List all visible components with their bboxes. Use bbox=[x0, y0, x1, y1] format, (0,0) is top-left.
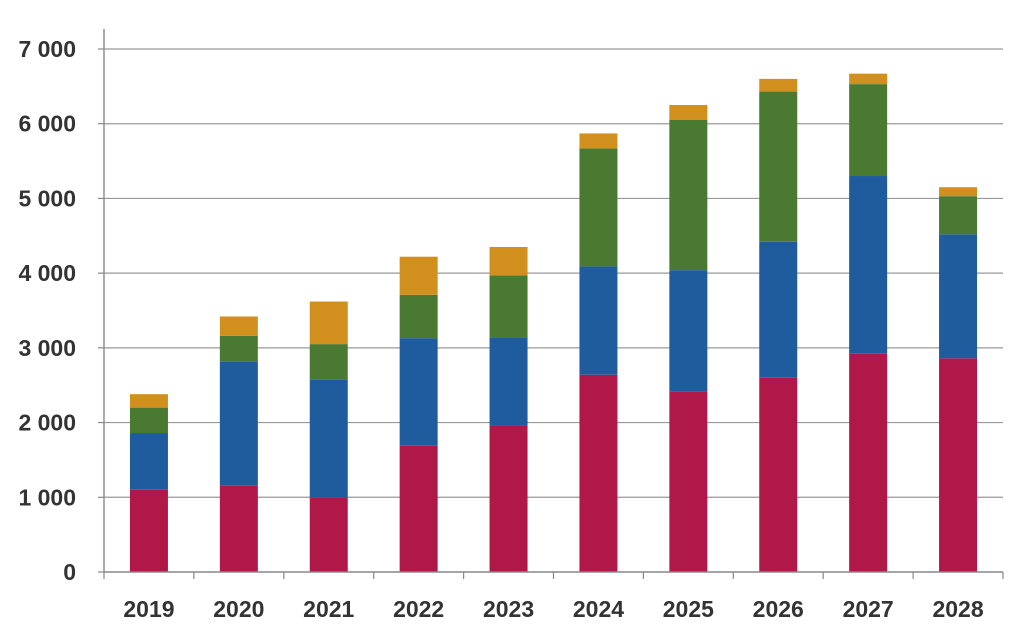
bar-segment-2023-series-4 bbox=[489, 246, 528, 276]
bar-segment-2021-series-2 bbox=[309, 379, 348, 498]
bar-segment-2020-series-1 bbox=[219, 485, 258, 572]
bar-segment-2021-series-4 bbox=[309, 301, 348, 345]
bar-segment-2023-series-1 bbox=[489, 425, 528, 572]
bar-segment-2024-series-1 bbox=[579, 374, 618, 572]
axes bbox=[98, 29, 1004, 579]
y-tick-label: 2 000 bbox=[18, 410, 76, 436]
bar-segment-2024-series-4 bbox=[579, 133, 618, 149]
bar-segment-2026-series-4 bbox=[759, 78, 798, 92]
bar-segment-2025-series-3 bbox=[669, 119, 708, 271]
bar-segment-2028-series-1 bbox=[939, 358, 978, 572]
x-tick-label: 2027 bbox=[843, 596, 894, 622]
bar-segment-2019-series-4 bbox=[129, 394, 168, 408]
y-tick-label: 3 000 bbox=[18, 335, 76, 361]
bar-segment-2020-series-2 bbox=[219, 361, 258, 486]
bar-segment-2020-series-4 bbox=[219, 316, 258, 336]
y-tick-label: 6 000 bbox=[18, 111, 76, 137]
x-tick-label: 2019 bbox=[123, 596, 174, 622]
y-tick-label: 0 bbox=[63, 559, 76, 585]
x-tick-label: 2022 bbox=[393, 596, 444, 622]
x-tick-label: 2021 bbox=[303, 596, 354, 622]
y-tick-label: 1 000 bbox=[18, 484, 76, 510]
bar-segment-2025-series-4 bbox=[669, 105, 708, 120]
x-tick-label: 2025 bbox=[663, 596, 714, 622]
bar-segment-2024-series-3 bbox=[579, 148, 618, 267]
bar-segment-2024-series-2 bbox=[579, 266, 618, 375]
bar-segment-2019-series-3 bbox=[129, 407, 168, 434]
bar-segment-2019-series-2 bbox=[129, 433, 168, 490]
x-tick-label: 2023 bbox=[483, 596, 534, 622]
bar-segment-2021-series-3 bbox=[309, 344, 348, 380]
bar-segment-2019-series-1 bbox=[129, 489, 168, 572]
y-tick-label: 7 000 bbox=[18, 36, 76, 62]
y-tick-label: 4 000 bbox=[18, 260, 76, 286]
bar-segment-2022-series-3 bbox=[399, 294, 438, 339]
bar-segment-2022-series-2 bbox=[399, 338, 438, 446]
bar-segment-2027-series-4 bbox=[849, 73, 888, 85]
bar-segment-2023-series-2 bbox=[489, 337, 528, 426]
bar-segment-2028-series-2 bbox=[939, 234, 978, 359]
bar-segment-2028-series-4 bbox=[939, 187, 978, 197]
bars bbox=[129, 73, 978, 572]
bar-segment-2028-series-3 bbox=[939, 196, 978, 235]
bar-segment-2022-series-4 bbox=[399, 256, 438, 295]
bar-segment-2020-series-3 bbox=[219, 335, 258, 362]
bar-segment-2022-series-1 bbox=[399, 445, 438, 572]
y-tick-label: 5 000 bbox=[18, 185, 76, 211]
bar-segment-2027-series-2 bbox=[849, 176, 888, 354]
x-tick-label: 2026 bbox=[753, 596, 804, 622]
bar-segment-2026-series-1 bbox=[759, 377, 798, 572]
bar-segment-2026-series-2 bbox=[759, 241, 798, 378]
x-tick-label: 2028 bbox=[932, 596, 983, 622]
bar-segment-2025-series-2 bbox=[669, 270, 708, 392]
bar-segment-2027-series-3 bbox=[849, 84, 888, 177]
bar-segment-2026-series-3 bbox=[759, 91, 798, 242]
bar-segment-2025-series-1 bbox=[669, 391, 708, 572]
tick-labels: 0 1 000 2 000 3 000 4 000 5 000 6 000 7 000 2019… bbox=[18, 36, 983, 622]
x-tick-label: 2024 bbox=[573, 596, 624, 622]
x-tick-label: 2020 bbox=[213, 596, 264, 622]
bar-segment-2023-series-3 bbox=[489, 275, 528, 338]
bar-segment-2021-series-1 bbox=[309, 497, 348, 572]
bar-segment-2027-series-1 bbox=[849, 353, 888, 572]
